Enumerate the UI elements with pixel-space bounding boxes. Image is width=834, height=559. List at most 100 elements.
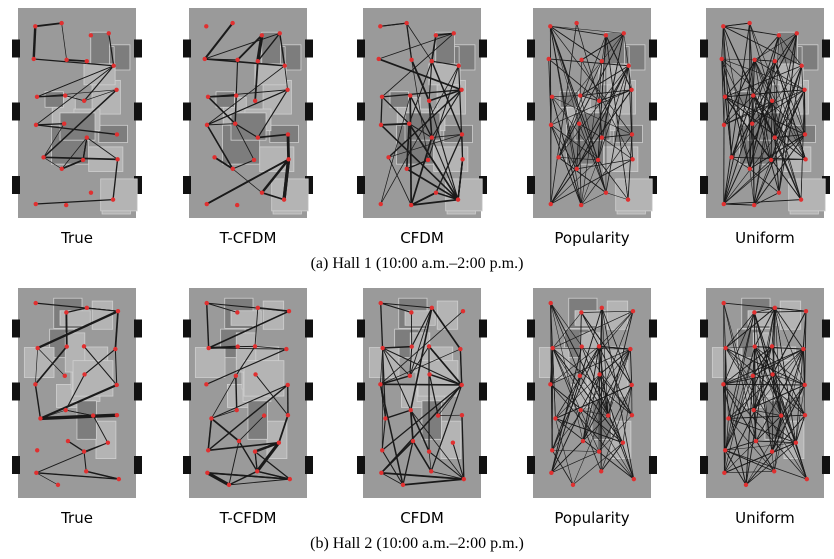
door: [479, 456, 487, 474]
node: [114, 88, 118, 92]
node: [106, 441, 110, 445]
node: [773, 59, 777, 63]
node: [85, 306, 89, 310]
node: [750, 121, 754, 125]
node: [628, 347, 632, 351]
node: [599, 469, 603, 473]
node: [579, 408, 583, 412]
booth: [45, 92, 63, 108]
node: [379, 301, 383, 305]
node: [462, 477, 466, 481]
node: [549, 123, 553, 127]
node: [799, 64, 803, 68]
node: [113, 347, 117, 351]
node: [579, 203, 583, 207]
node: [429, 469, 433, 473]
node: [379, 202, 383, 206]
node: [630, 413, 634, 417]
node: [549, 301, 553, 305]
door: [700, 103, 708, 121]
node: [253, 449, 257, 453]
node: [577, 121, 581, 125]
door: [183, 176, 191, 194]
node: [772, 469, 776, 473]
panel-label: Uniform: [735, 509, 795, 527]
door: [822, 383, 830, 401]
node: [801, 347, 805, 351]
door: [649, 456, 657, 474]
node: [427, 99, 431, 103]
node: [85, 135, 89, 139]
node: [621, 441, 625, 445]
booth: [616, 179, 653, 211]
door: [822, 320, 830, 338]
node: [233, 121, 237, 125]
node: [795, 31, 799, 35]
door: [134, 40, 142, 58]
node: [237, 439, 241, 443]
node: [56, 483, 60, 487]
node: [235, 203, 239, 207]
node: [436, 413, 440, 417]
door: [822, 103, 830, 121]
caption: (a) Hall 1 (10:00 a.m.–2:00 p.m.): [311, 255, 524, 272]
node: [409, 203, 413, 207]
node: [234, 93, 238, 97]
node: [580, 344, 584, 348]
node: [571, 483, 575, 487]
node: [205, 202, 209, 206]
node: [456, 197, 460, 201]
node: [282, 64, 286, 68]
node: [205, 471, 209, 475]
node: [777, 190, 781, 194]
node: [770, 449, 774, 453]
node: [411, 439, 415, 443]
node: [286, 413, 290, 417]
panel-label: CFDM: [400, 229, 444, 247]
node: [600, 59, 604, 63]
node: [410, 344, 414, 348]
node: [770, 344, 774, 348]
node: [206, 95, 210, 99]
node: [597, 99, 601, 103]
node: [597, 344, 601, 348]
node: [205, 301, 209, 305]
node: [33, 24, 37, 28]
node: [456, 64, 460, 68]
node: [721, 24, 725, 28]
node: [409, 408, 413, 412]
node: [32, 57, 36, 61]
panel-label: T-CFDM: [219, 509, 277, 527]
node: [64, 408, 68, 412]
door: [357, 176, 365, 194]
booth: [216, 92, 234, 108]
node: [604, 190, 608, 194]
node: [574, 21, 578, 25]
floor-plan-panel: [183, 288, 313, 498]
door: [479, 320, 487, 338]
node: [751, 374, 755, 378]
floor-plan-panel: [527, 288, 657, 498]
door: [700, 40, 708, 58]
node: [227, 483, 231, 487]
door: [357, 456, 365, 474]
node: [285, 88, 289, 92]
node: [33, 382, 37, 386]
door: [183, 320, 191, 338]
node: [630, 157, 634, 161]
node: [556, 155, 560, 159]
booth: [24, 348, 54, 378]
panel-label: True: [60, 509, 93, 527]
edge: [380, 384, 461, 385]
node: [459, 88, 463, 92]
door: [479, 40, 487, 58]
door: [305, 40, 313, 58]
node: [578, 93, 582, 97]
node: [722, 123, 726, 127]
booth: [444, 125, 473, 142]
node: [252, 158, 256, 162]
node: [209, 416, 213, 420]
door: [479, 383, 487, 401]
door: [822, 40, 830, 58]
door: [700, 383, 708, 401]
